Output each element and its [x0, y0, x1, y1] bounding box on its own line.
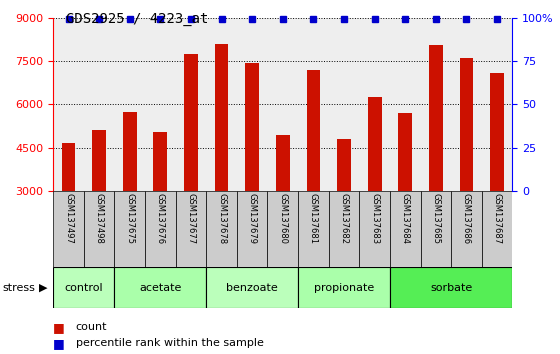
Bar: [206, 191, 237, 267]
Text: GSM137681: GSM137681: [309, 193, 318, 245]
Bar: [114, 267, 206, 308]
Bar: [451, 191, 482, 267]
Text: propionate: propionate: [314, 282, 374, 293]
Bar: [276, 135, 290, 191]
Text: acetate: acetate: [139, 282, 181, 293]
Bar: [490, 73, 504, 191]
Text: ▶: ▶: [39, 282, 48, 293]
Text: GSM137677: GSM137677: [186, 193, 195, 245]
Bar: [114, 191, 145, 267]
Bar: [153, 132, 167, 191]
Bar: [84, 191, 114, 267]
Bar: [390, 267, 512, 308]
Text: GSM137679: GSM137679: [248, 193, 256, 245]
Text: stress: stress: [3, 282, 36, 293]
Bar: [237, 191, 268, 267]
Bar: [421, 191, 451, 267]
Bar: [329, 191, 360, 267]
Bar: [298, 191, 329, 267]
Text: GSM137686: GSM137686: [462, 193, 471, 245]
Bar: [245, 63, 259, 191]
Bar: [390, 191, 421, 267]
Text: GSM137685: GSM137685: [431, 193, 440, 245]
Text: GSM137687: GSM137687: [493, 193, 502, 245]
Text: GSM137682: GSM137682: [339, 193, 348, 245]
Bar: [482, 191, 512, 267]
Text: GSM137680: GSM137680: [278, 193, 287, 245]
Bar: [62, 143, 76, 191]
Bar: [176, 191, 206, 267]
Bar: [206, 267, 298, 308]
Bar: [298, 267, 390, 308]
Bar: [460, 58, 473, 191]
Bar: [184, 54, 198, 191]
Text: GSM137684: GSM137684: [401, 193, 410, 245]
Bar: [360, 191, 390, 267]
Bar: [398, 113, 412, 191]
Text: GSM137683: GSM137683: [370, 193, 379, 245]
Text: percentile rank within the sample: percentile rank within the sample: [76, 338, 263, 348]
Text: sorbate: sorbate: [430, 282, 472, 293]
Bar: [123, 112, 137, 191]
Bar: [368, 97, 381, 191]
Bar: [337, 139, 351, 191]
Bar: [429, 45, 443, 191]
Bar: [92, 130, 106, 191]
Text: benzoate: benzoate: [226, 282, 278, 293]
Text: control: control: [64, 282, 103, 293]
Text: GSM137675: GSM137675: [125, 193, 134, 245]
Text: ■: ■: [53, 321, 65, 334]
Bar: [53, 191, 84, 267]
Text: GSM137678: GSM137678: [217, 193, 226, 245]
Text: GSM137498: GSM137498: [95, 193, 104, 244]
Bar: [306, 70, 320, 191]
Text: GDS2925 / 4223_at: GDS2925 / 4223_at: [66, 12, 208, 27]
Text: GSM137497: GSM137497: [64, 193, 73, 244]
Bar: [268, 191, 298, 267]
Bar: [145, 191, 176, 267]
Text: GSM137676: GSM137676: [156, 193, 165, 245]
Text: count: count: [76, 322, 107, 332]
Bar: [214, 44, 228, 191]
Bar: [53, 267, 114, 308]
Text: ■: ■: [53, 337, 65, 350]
